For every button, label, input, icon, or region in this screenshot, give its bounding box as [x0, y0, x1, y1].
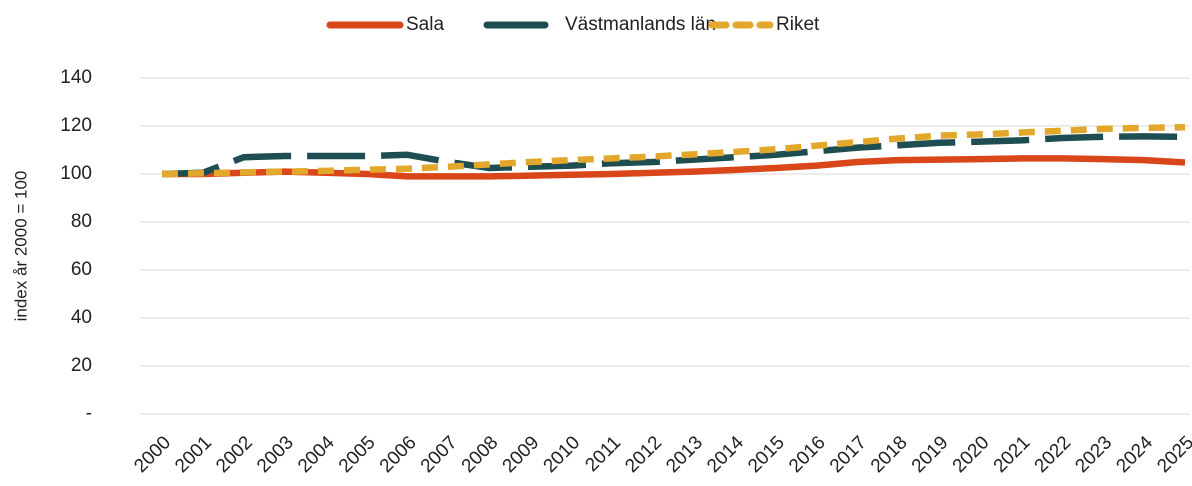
x-tick-label: 2014: [703, 432, 748, 477]
y-tick-label: 40: [71, 307, 92, 328]
x-tick-label: 2002: [212, 432, 257, 477]
x-tick-label: 2012: [621, 432, 666, 477]
x-tick-label: 2019: [908, 432, 953, 477]
series-line: [161, 133, 1186, 178]
x-tick-label: 2001: [171, 432, 216, 477]
y-tick-label: 80: [71, 211, 92, 232]
x-tick-label: 2024: [1112, 432, 1157, 477]
x-tick-label: 2004: [294, 432, 339, 477]
x-tick-label: 2015: [744, 432, 789, 477]
x-tick-label: 2020: [949, 432, 994, 477]
y-tick-label: 120: [60, 115, 92, 136]
x-tick-label: 2007: [417, 432, 462, 477]
y-tick-label: 20: [71, 355, 92, 376]
y-tick-label: 140: [60, 67, 92, 88]
y-tick-label: 100: [60, 163, 92, 184]
y-tick-label: -: [86, 403, 92, 424]
x-tick-label: 2013: [662, 432, 707, 477]
series-line: [161, 123, 1186, 178]
x-tick-label: 2022: [1031, 432, 1076, 477]
x-tick-label: 2017: [826, 432, 871, 477]
x-tick-label: 2008: [458, 432, 503, 477]
x-tick-label: 2018: [867, 432, 912, 477]
legend-label: Sala: [406, 14, 444, 35]
x-tick-label: 2009: [499, 432, 544, 477]
x-tick-label: 2011: [581, 432, 625, 476]
legend-label: Västmanlands län: [565, 14, 716, 35]
x-tick-label: 2006: [376, 432, 421, 477]
x-tick-label: 2010: [540, 432, 585, 477]
x-tick-label: 2003: [253, 432, 298, 477]
y-tick-label: 60: [71, 259, 92, 280]
x-tick-label: 2023: [1071, 432, 1116, 477]
x-tick-label: 2000: [130, 432, 175, 477]
x-tick-label: 2021: [990, 432, 1035, 477]
y-axis-label: index år 2000 = 100: [11, 171, 30, 322]
legend-label: Riket: [776, 14, 820, 35]
x-tick-label: 2025: [1153, 432, 1192, 477]
x-tick-label: 2016: [785, 432, 830, 477]
x-tick-label: 2005: [335, 432, 380, 477]
